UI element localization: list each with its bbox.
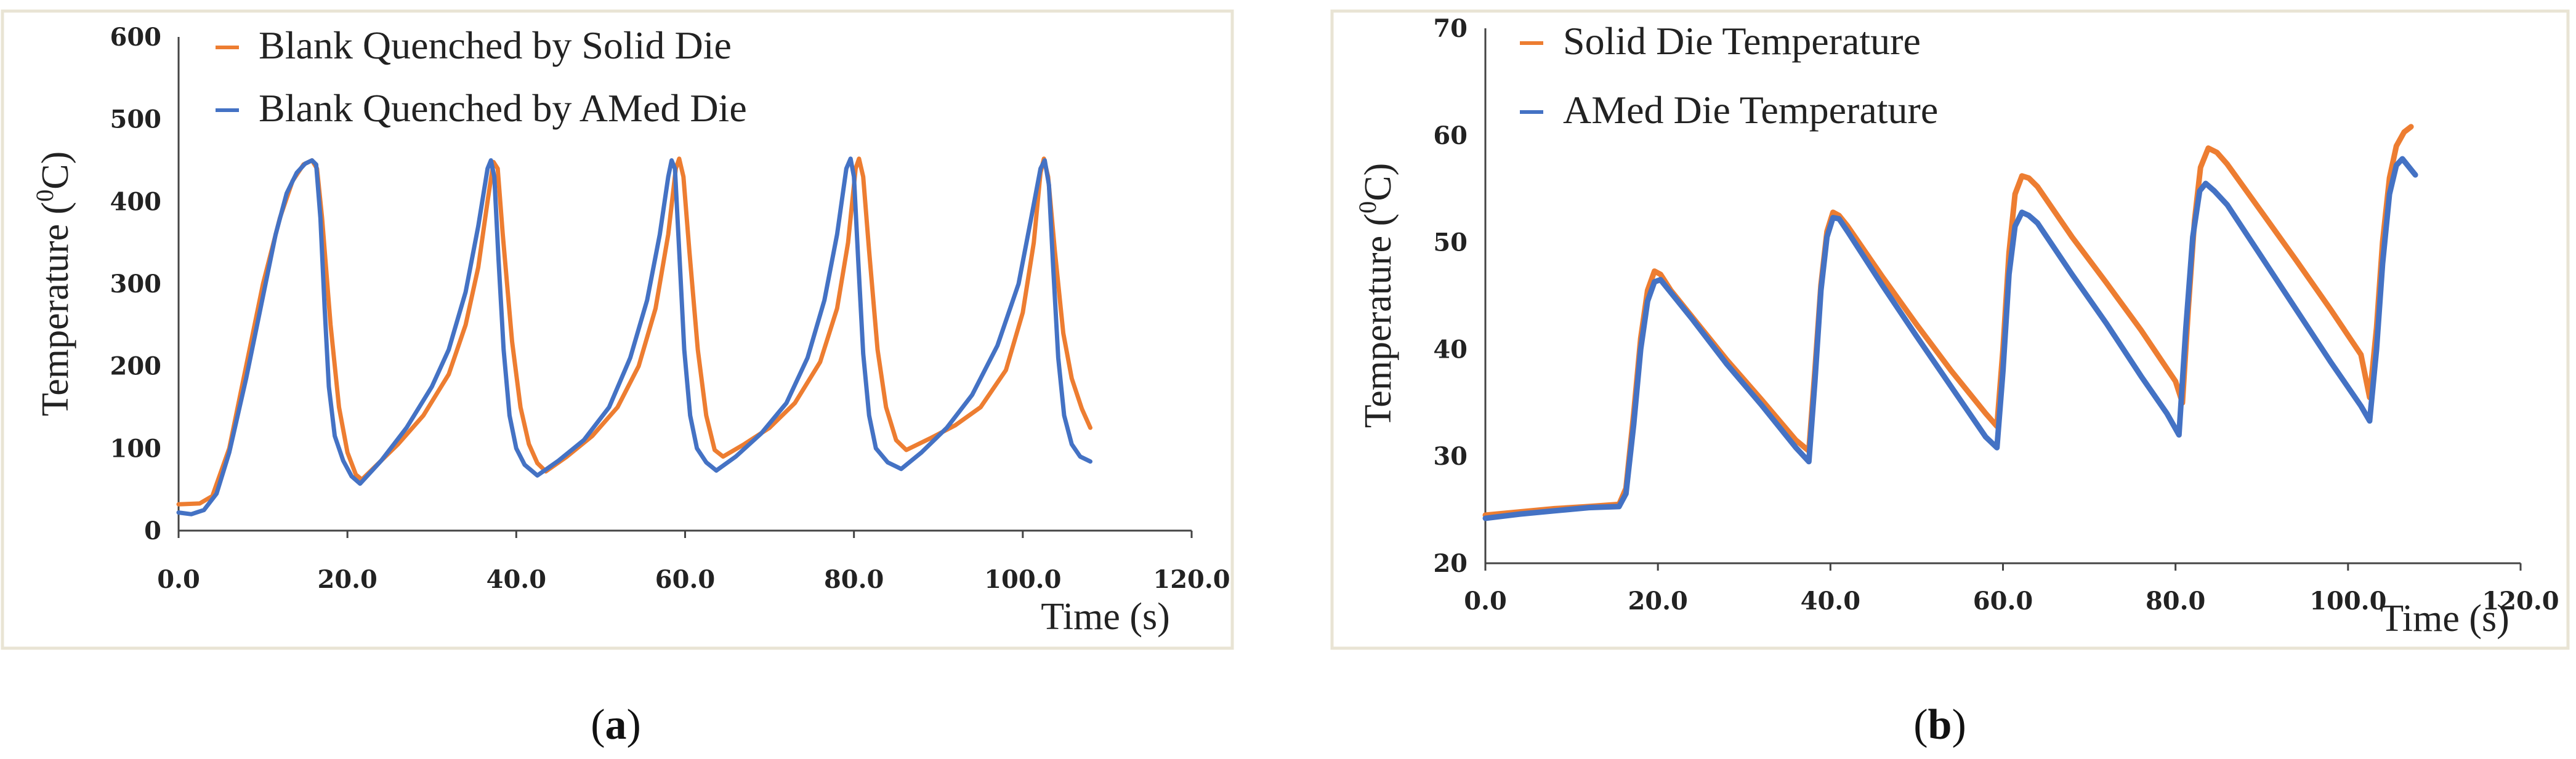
y-tick-label: 0 <box>144 516 161 545</box>
x-axis-label: Time (s) <box>2380 598 2509 640</box>
x-tick-label: 0.0 <box>157 565 200 594</box>
series-line-amed-die <box>1482 156 2418 521</box>
y-axis-label: Temperature (0C) <box>1354 163 1399 428</box>
panel-a-frame <box>1 9 1234 650</box>
x-tick-label: 0.0 <box>1464 587 1507 616</box>
x-tick-label: 100.0 <box>2309 587 2386 616</box>
x-tick-label: 40.0 <box>1801 587 1860 616</box>
y-tick-label: 40 <box>1433 335 1468 364</box>
y-tick-label: 70 <box>1433 14 1468 43</box>
y-tick-label: 30 <box>1433 442 1468 471</box>
y-tick-label: 60 <box>1433 121 1468 150</box>
legend-label: Blank Quenched by Solid Die <box>259 23 732 67</box>
legend-label: AMed Die Temperature <box>1563 88 1938 132</box>
x-tick-label: 120.0 <box>1153 565 1230 594</box>
legend-label: Blank Quenched by AMed Die <box>259 86 747 130</box>
legend-label: Solid Die Temperature <box>1563 19 1921 63</box>
x-tick-label: 60.0 <box>655 565 715 594</box>
y-tick-label: 300 <box>110 270 162 299</box>
caption-b: (b) <box>1913 701 1966 749</box>
y-axis-label: Temperature (0C) <box>31 151 76 417</box>
x-axis-label: Time (s) <box>1041 596 1170 638</box>
x-tick-label: 100.0 <box>984 565 1061 594</box>
panel-b-frame <box>1330 9 2570 650</box>
x-tick-label: 20.0 <box>1628 587 1687 616</box>
y-tick-label: 20 <box>1433 549 1468 578</box>
chart-b: 0.0 20.0 40.0 60.0 80.0 100.0 120.0 20 30 40 50 60 7… <box>1354 14 2559 640</box>
x-tick-label: 120.0 <box>2482 587 2559 616</box>
y-tick-label: 500 <box>110 105 162 134</box>
x-tick-label: 40.0 <box>487 565 546 594</box>
x-tick-label: 20.0 <box>317 565 377 594</box>
caption-a: (a) <box>591 701 641 749</box>
x-tick-label: 80.0 <box>824 565 884 594</box>
y-tick-label: 400 <box>110 187 162 216</box>
y-tick-label: 100 <box>110 434 162 463</box>
chart-a: 0.0 20.0 40.0 60.0 80.0 100.0 120.0 0 100 200 300 4… <box>31 23 1230 638</box>
y-tick-label: 600 <box>110 23 162 52</box>
x-tick-label: 60.0 <box>1973 587 2033 616</box>
series-line-amed-die <box>176 156 1092 516</box>
x-tick-label: 80.0 <box>2146 587 2205 616</box>
series-line-solid-die <box>176 156 1092 507</box>
y-tick-label: 200 <box>110 352 162 381</box>
y-tick-label: 50 <box>1433 228 1468 257</box>
